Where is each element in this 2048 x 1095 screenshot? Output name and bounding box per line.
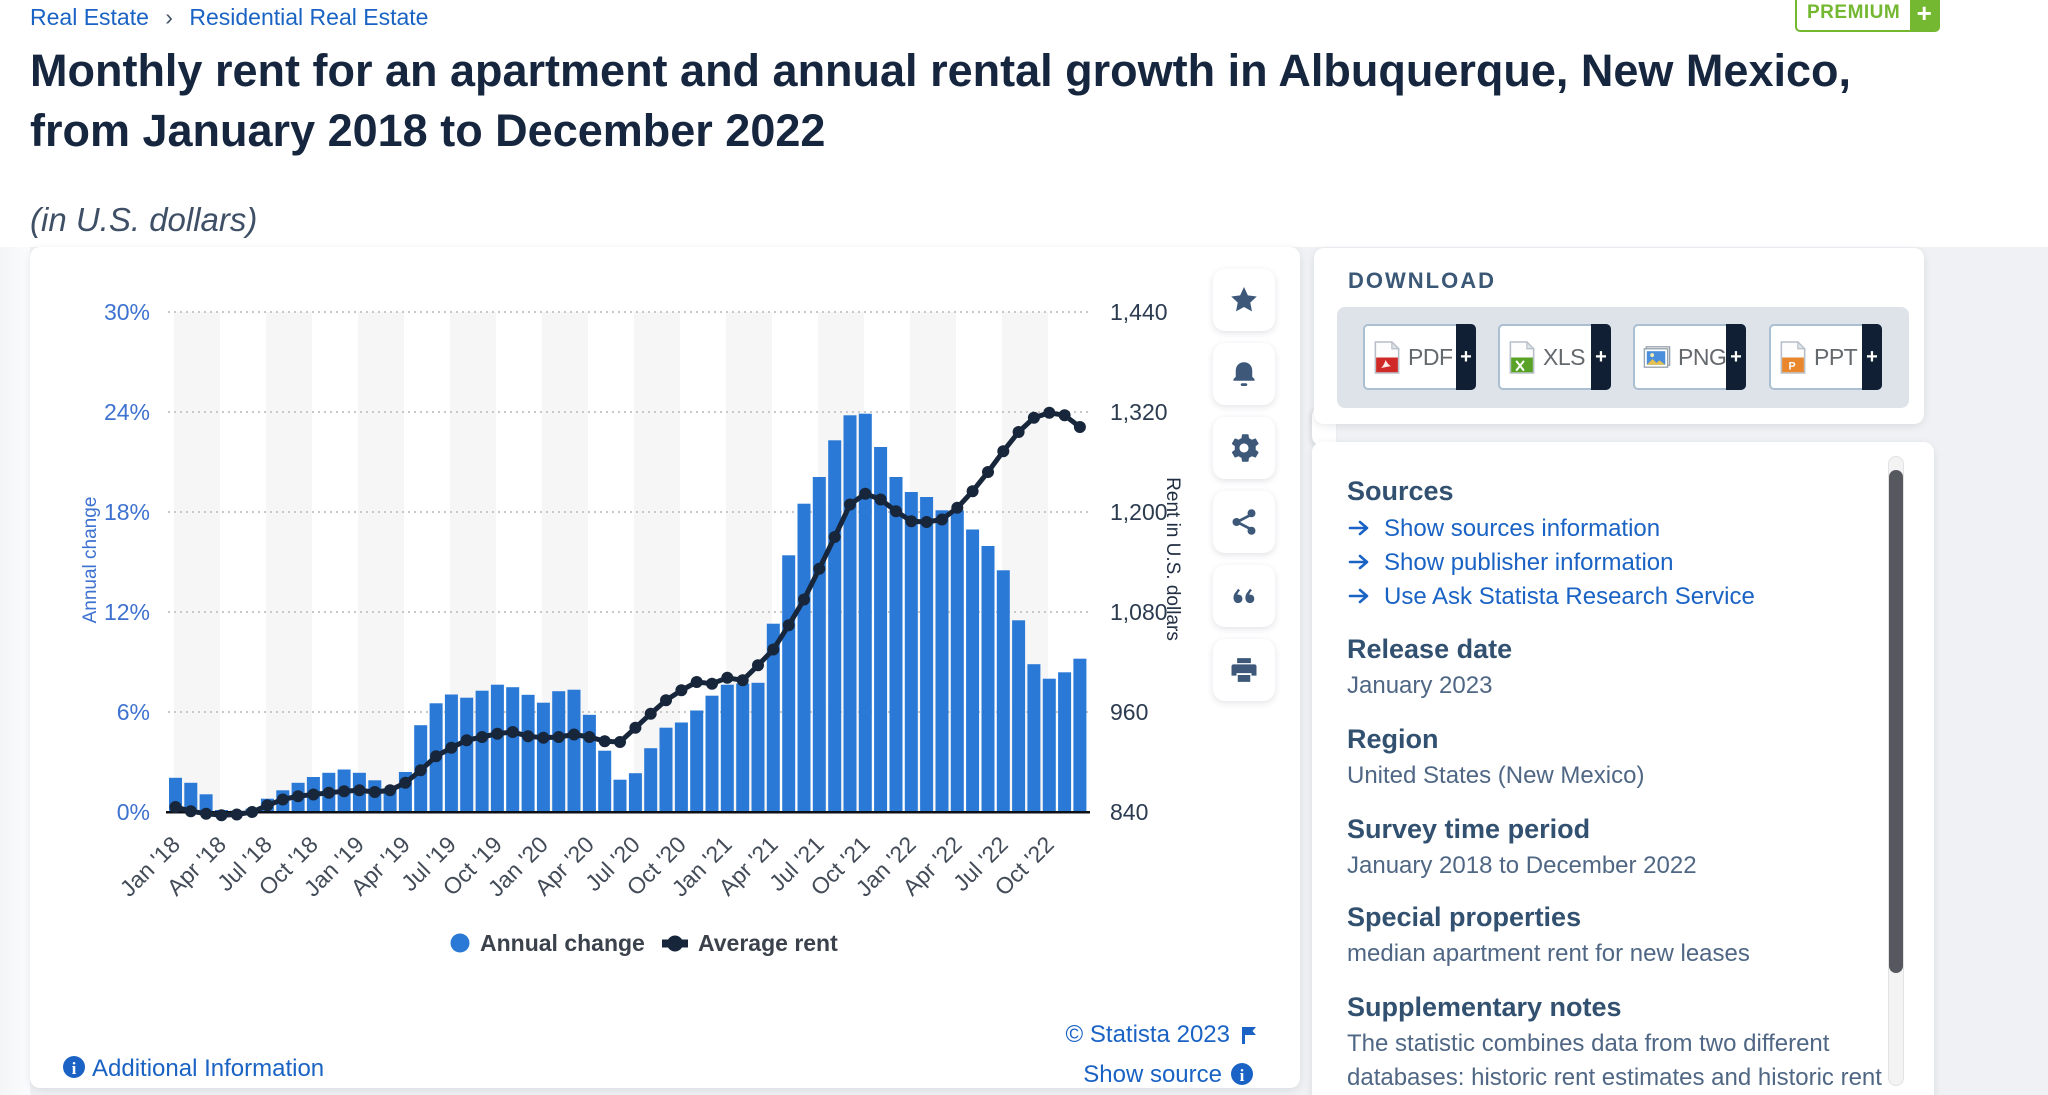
svg-text:i: i — [1240, 1066, 1245, 1085]
svg-text:12%: 12% — [104, 599, 150, 625]
svg-text:1,440: 1,440 — [1110, 299, 1168, 325]
svg-text:i: i — [72, 1059, 77, 1078]
svg-text:0%: 0% — [117, 799, 150, 825]
svg-text:24%: 24% — [104, 399, 150, 425]
svg-text:6%: 6% — [117, 699, 150, 725]
svg-text:© Statista 2023: © Statista 2023 — [1066, 1021, 1230, 1048]
svg-text:30%: 30% — [104, 299, 150, 325]
svg-text:18%: 18% — [104, 499, 150, 525]
svg-text:1,320: 1,320 — [1110, 399, 1168, 425]
svg-text:Average rent: Average rent — [698, 930, 838, 956]
svg-text:Show source: Show source — [1083, 1061, 1222, 1088]
svg-text:Annual change: Annual change — [480, 930, 645, 956]
svg-text:P: P — [1788, 360, 1795, 372]
svg-text:1,200: 1,200 — [1110, 499, 1168, 525]
svg-text:960: 960 — [1110, 699, 1148, 725]
svg-text:Annual change: Annual change — [80, 497, 101, 624]
svg-text:840: 840 — [1110, 799, 1148, 825]
svg-text:1,080: 1,080 — [1110, 599, 1168, 625]
svg-text:Additional Information: Additional Information — [92, 1055, 324, 1082]
svg-text:Rent in U.S. dollars: Rent in U.S. dollars — [1162, 477, 1183, 641]
